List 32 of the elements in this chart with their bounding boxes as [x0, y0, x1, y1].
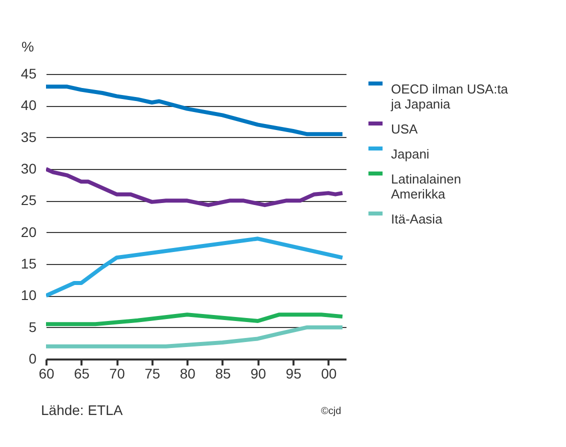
line-series: [46, 84, 344, 136]
y-tick-label: 15: [20, 256, 37, 272]
text: Lähde: ETLA: [41, 402, 124, 418]
y-tick-label: 0: [28, 350, 37, 366]
y-tick-label: 20: [20, 224, 37, 240]
legend-label: Itä-Aasia: [391, 212, 444, 226]
line-series: [46, 312, 344, 326]
x-tick-label: 90: [250, 366, 266, 382]
x-tick-label: 75: [144, 366, 160, 382]
line-series: [46, 167, 344, 208]
line-series: [46, 236, 344, 298]
x-tick-label: 70: [109, 366, 126, 382]
y-tick-label: 45: [20, 66, 37, 82]
x-tick-label: 00: [321, 366, 337, 382]
x-tick-label: 65: [74, 366, 90, 382]
y-tick-label: 25: [20, 192, 37, 208]
y-tick-label: 40: [20, 97, 37, 114]
y-axis-title: %: [22, 38, 34, 54]
legend-label: USA: [391, 122, 418, 136]
line-series: [46, 325, 344, 348]
x-tick-label: 60: [38, 366, 54, 382]
x-tick-label: 80: [180, 366, 196, 382]
y-tick-label: 30: [20, 160, 37, 176]
y-tick-label: 35: [20, 128, 37, 145]
x-tick-label: 95: [286, 366, 302, 382]
y-tick-label: 10: [20, 287, 37, 304]
legend-label: Japani: [391, 146, 430, 162]
legend-label: OECD ilman USA:ta ja Japania: [390, 82, 509, 112]
text: ©cjd: [321, 406, 342, 417]
legend-label: Latinalainen Amerikka: [391, 172, 462, 202]
y-tick-label: 5: [28, 318, 37, 335]
x-tick-label: 85: [215, 366, 231, 382]
